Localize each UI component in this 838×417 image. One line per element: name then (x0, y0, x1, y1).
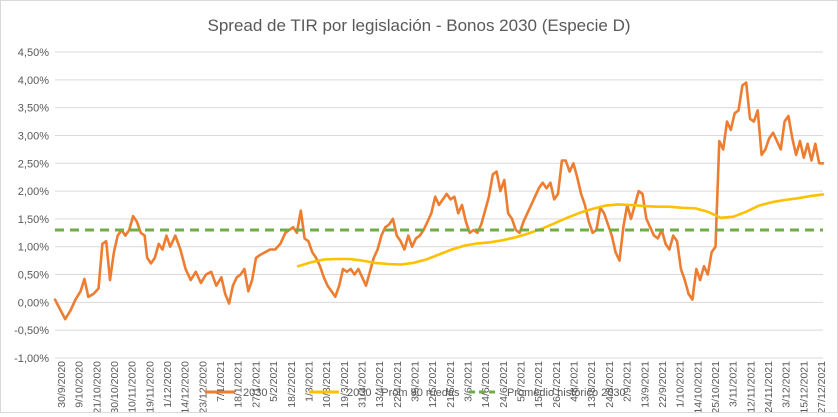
chart-title: Spread de TIR por legislación - Bonos 20… (207, 16, 630, 35)
series-line-1 (296, 193, 825, 268)
legend-label: 2030 (243, 387, 267, 399)
x-tick-label: 10/3/2021 (321, 361, 333, 408)
x-tick-label: 3/6/2021 (463, 361, 475, 402)
x-tick-label: 30/10/2020 (109, 361, 121, 412)
x-tick-label: 12/5/2021 (427, 361, 439, 408)
y-tick-label: 0,00% (18, 297, 49, 309)
x-tick-label: 27/12/2021 (816, 361, 828, 412)
series (53, 81, 825, 321)
x-tick-label: 5/7/2021 (516, 361, 528, 402)
x-tick-label: 22/4/2021 (392, 361, 404, 408)
x-tick-label: 1/12/2020 (162, 361, 174, 408)
y-tick-label: -1,00% (14, 353, 49, 365)
x-tick-label: 21/5/2021 (445, 361, 457, 408)
y-tick-label: 1,50% (18, 214, 49, 226)
y-tick-label: 0,50% (18, 270, 49, 282)
legend-label: 2030 - Prom 90 ruedas (347, 387, 460, 399)
x-tick-label: 13/4/2021 (374, 361, 386, 408)
x-tick-label: 1/3/2021 (303, 361, 315, 402)
x-axis: 30/9/2020 9/10/2020 21/10/2020 30/10/2020 10… (56, 361, 828, 414)
x-tick-label: 7/1/2021 (215, 361, 227, 402)
legend: 2030 2030 - Prom 90 ruedas Promedio histór… (205, 387, 626, 399)
x-tick-label: 10/11/2020 (127, 361, 139, 412)
x-tick-label: 18/1/2021 (233, 361, 245, 408)
x-tick-label: 4/8/2021 (569, 361, 581, 402)
x-tick-label: 15/12/2021 (798, 361, 810, 412)
x-tick-label: 14/6/2021 (480, 361, 492, 408)
x-tick-label: 13/9/2021 (639, 361, 651, 408)
x-tick-label: 24/6/2021 (498, 361, 510, 408)
x-tick-label: 27/1/2021 (250, 361, 262, 408)
y-tick-label: 4,00% (18, 75, 49, 87)
x-tick-label: 12/11/2021 (745, 361, 757, 412)
grid (55, 51, 823, 359)
y-tick-label: 2,00% (18, 186, 49, 198)
x-tick-label: 13/8/2021 (586, 361, 598, 408)
x-tick-label: 3/11/2021 (728, 361, 740, 407)
x-tick-label: 22/9/2021 (657, 361, 669, 408)
y-tick-label: 3,00% (18, 130, 49, 142)
y-tick-label: 4,50% (18, 47, 49, 59)
x-tick-label: 9/10/2020 (74, 361, 86, 408)
x-tick-label: 26/7/2021 (551, 361, 563, 408)
y-tick-label: 3,50% (18, 103, 49, 115)
x-tick-label: 2/9/2021 (622, 361, 634, 402)
x-tick-label: 30/9/2020 (56, 361, 68, 408)
x-tick-label: 19/3/2021 (339, 361, 351, 408)
x-tick-label: 19/11/2020 (144, 361, 156, 412)
x-tick-label: 5/2/2021 (268, 361, 280, 402)
y-tick-label: 2,50% (18, 158, 49, 170)
x-tick-label: 14/12/2020 (180, 361, 192, 412)
y-tick-label: -0,50% (14, 325, 49, 337)
x-tick-label: 18/2/2021 (286, 361, 298, 408)
legend-label: Promedio histórico 2030 (507, 387, 626, 399)
x-tick-label: 23/12/2020 (197, 361, 209, 412)
x-tick-label: 24/11/2021 (763, 361, 775, 412)
x-tick-label: 25/10/2021 (710, 361, 722, 412)
x-tick-label: 14/10/2021 (692, 361, 704, 412)
x-tick-label: 1/10/2021 (675, 361, 687, 408)
x-tick-label: 3/5/2021 (409, 361, 421, 402)
x-tick-label: 15/7/2021 (533, 361, 545, 408)
y-axis: 4,50% 4,00% 3,50% 3,00% 2,50% 2,00% 1,50% 1,00%… (14, 47, 49, 365)
x-tick-label: 31/3/2021 (356, 361, 368, 408)
x-tick-label: 21/10/2020 (91, 361, 103, 412)
y-tick-label: 1,00% (18, 242, 49, 254)
x-tick-label: 24/8/2021 (604, 361, 616, 408)
x-tick-label: 3/12/2021 (781, 361, 793, 408)
series-line-0 (53, 81, 825, 321)
